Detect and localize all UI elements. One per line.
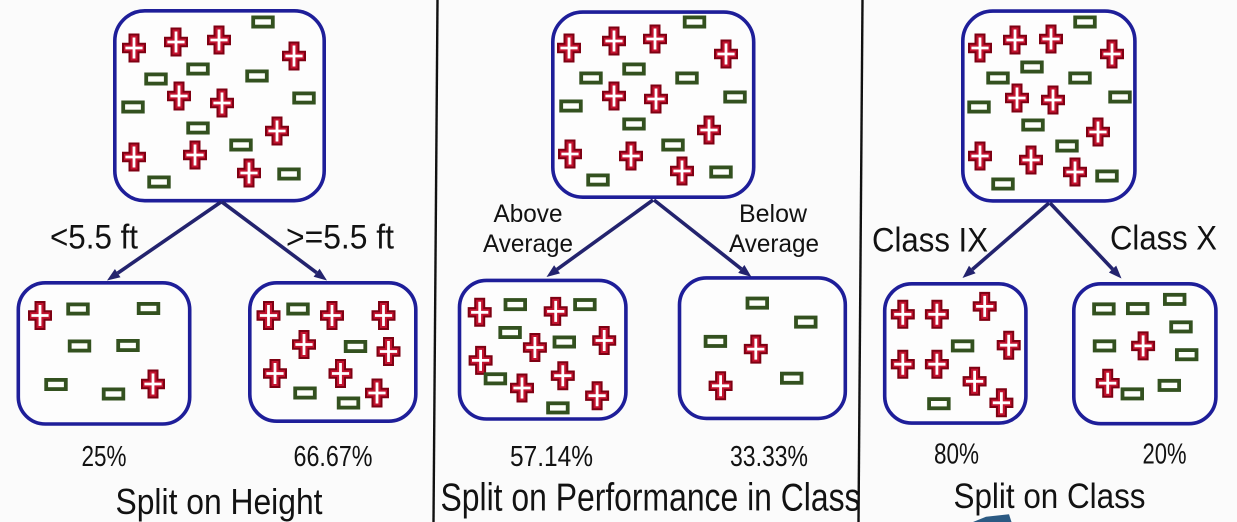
svg-text:Average: Average: [483, 230, 573, 258]
svg-text:Below: Below: [739, 200, 808, 228]
svg-text:20%: 20%: [1143, 439, 1187, 471]
svg-text:66.67%: 66.67%: [294, 441, 373, 473]
svg-text:Average: Average: [729, 230, 819, 258]
svg-text:Split on Performance in Class: Split on Performance in Class: [441, 477, 861, 520]
svg-text:<5.5 ft: <5.5 ft: [50, 219, 139, 257]
svg-text:80%: 80%: [934, 439, 979, 471]
svg-text:25%: 25%: [82, 441, 127, 473]
svg-text:Class X: Class X: [1110, 220, 1217, 258]
svg-text:57.14%: 57.14%: [510, 441, 593, 473]
svg-text:Above: Above: [494, 200, 563, 228]
svg-text:Class IX: Class IX: [872, 222, 988, 260]
svg-text:33.33%: 33.33%: [730, 441, 808, 473]
svg-text:>=5.5 ft: >=5.5 ft: [286, 219, 395, 257]
svg-text:Split on Height: Split on Height: [116, 481, 323, 522]
svg-text:Split on Class: Split on Class: [954, 477, 1146, 516]
